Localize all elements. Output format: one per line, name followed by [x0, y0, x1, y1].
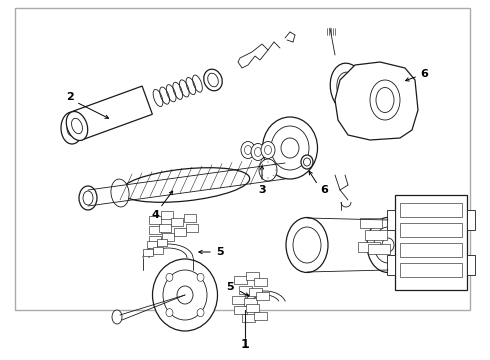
Bar	[149, 226, 161, 234]
Bar	[15, 8, 470, 310]
Ellipse shape	[121, 168, 250, 202]
Bar	[256, 292, 269, 300]
Bar	[184, 214, 196, 222]
Bar	[246, 304, 259, 312]
Text: 4: 4	[151, 210, 159, 220]
Bar	[254, 278, 267, 286]
Ellipse shape	[166, 273, 173, 281]
Ellipse shape	[166, 309, 173, 317]
Text: 5: 5	[216, 247, 224, 257]
Ellipse shape	[245, 145, 251, 154]
Ellipse shape	[241, 141, 255, 158]
Polygon shape	[72, 86, 152, 140]
Ellipse shape	[293, 227, 321, 263]
Bar	[467, 210, 475, 230]
Ellipse shape	[204, 69, 222, 91]
Bar	[244, 298, 257, 306]
Bar	[161, 211, 173, 219]
Ellipse shape	[112, 310, 122, 324]
Bar	[234, 276, 247, 284]
Bar	[395, 195, 467, 290]
Ellipse shape	[72, 118, 82, 134]
Ellipse shape	[382, 238, 394, 252]
Ellipse shape	[197, 309, 204, 317]
Text: 5: 5	[226, 282, 234, 292]
Bar	[249, 288, 262, 296]
Ellipse shape	[281, 138, 299, 158]
Ellipse shape	[67, 120, 77, 136]
Bar	[400, 203, 462, 217]
Bar	[239, 286, 252, 294]
Text: 3: 3	[258, 185, 266, 195]
Ellipse shape	[111, 179, 129, 207]
Ellipse shape	[83, 191, 93, 205]
Ellipse shape	[177, 286, 193, 304]
Text: 6: 6	[320, 185, 328, 195]
Bar	[467, 255, 475, 275]
Bar	[157, 239, 167, 246]
Text: 6: 6	[420, 69, 428, 79]
Ellipse shape	[303, 158, 311, 166]
Bar	[365, 230, 387, 240]
Ellipse shape	[208, 73, 218, 87]
Polygon shape	[335, 62, 418, 140]
Ellipse shape	[286, 217, 328, 273]
Ellipse shape	[152, 259, 218, 331]
Ellipse shape	[374, 227, 402, 263]
Text: 2: 2	[66, 92, 74, 102]
Ellipse shape	[376, 87, 394, 113]
Bar	[242, 314, 255, 322]
Bar	[400, 223, 462, 237]
Ellipse shape	[79, 186, 97, 210]
Ellipse shape	[330, 63, 366, 113]
Bar	[159, 224, 171, 232]
Bar	[387, 255, 395, 275]
Bar	[149, 236, 161, 244]
Bar	[171, 218, 183, 226]
Bar	[246, 272, 259, 280]
Bar	[232, 296, 245, 304]
Bar	[162, 233, 174, 241]
Ellipse shape	[254, 148, 262, 157]
Bar	[143, 249, 153, 256]
Bar	[254, 312, 267, 320]
Ellipse shape	[265, 145, 271, 154]
Ellipse shape	[271, 126, 309, 170]
Bar	[186, 224, 198, 232]
Bar	[368, 244, 390, 254]
Polygon shape	[238, 44, 268, 68]
Ellipse shape	[163, 270, 207, 320]
Ellipse shape	[263, 117, 318, 179]
Ellipse shape	[370, 80, 400, 120]
Ellipse shape	[301, 155, 313, 169]
Ellipse shape	[61, 112, 83, 144]
Bar	[387, 210, 395, 230]
Ellipse shape	[343, 81, 353, 95]
Text: 1: 1	[241, 338, 249, 351]
Bar	[153, 247, 163, 254]
Ellipse shape	[197, 273, 204, 281]
Ellipse shape	[259, 159, 277, 181]
Bar	[147, 241, 157, 248]
Bar	[400, 243, 462, 257]
Ellipse shape	[251, 144, 265, 161]
Bar	[234, 306, 247, 314]
Bar	[149, 216, 161, 224]
Ellipse shape	[337, 72, 359, 104]
Bar	[174, 228, 186, 236]
Bar	[360, 218, 382, 228]
Ellipse shape	[261, 141, 275, 158]
Bar	[358, 242, 380, 252]
Ellipse shape	[66, 112, 88, 140]
Ellipse shape	[367, 217, 409, 273]
Bar	[400, 263, 462, 277]
